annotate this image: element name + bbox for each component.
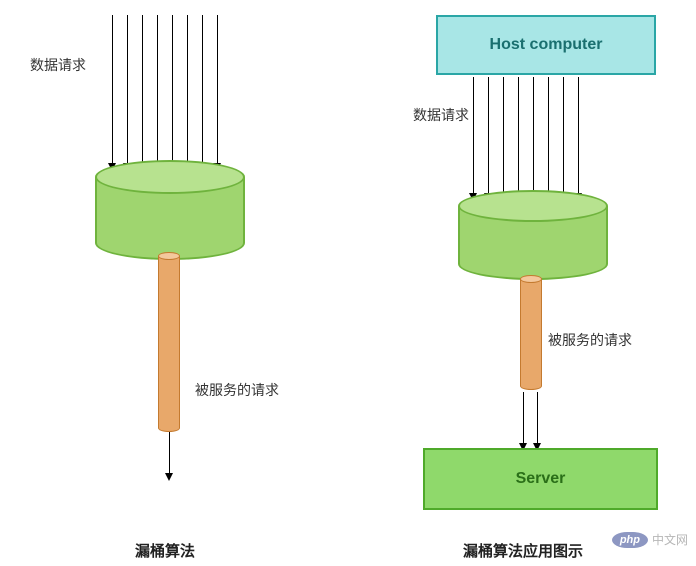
- diagram-right: Host computer 数据请求 被服务的请求 Server 漏桶算法应用图…: [348, 0, 696, 566]
- arrow-line: [112, 15, 113, 165]
- server-label: Server: [516, 470, 566, 488]
- watermark-text: 中文网: [652, 531, 688, 548]
- pipe-top: [520, 275, 542, 283]
- arrow-line: [537, 392, 538, 445]
- request-label-left: 数据请求: [30, 55, 86, 75]
- arrow-line: [518, 77, 519, 195]
- pipe-body: [158, 256, 180, 432]
- bucket-right: [458, 190, 608, 280]
- caption-right: 漏桶算法应用图示: [463, 540, 583, 561]
- server-box: Server: [423, 448, 658, 510]
- arrow-line: [142, 15, 143, 165]
- arrow-line: [503, 77, 504, 195]
- php-badge-icon: php: [612, 532, 648, 548]
- pipe-right: [520, 275, 542, 390]
- pipe-body: [520, 279, 542, 390]
- arrow-line: [578, 77, 579, 195]
- diagram-left: 数据请求 被服务的请求 漏桶算法: [0, 0, 348, 566]
- arrow-line: [533, 77, 534, 195]
- served-label-right: 被服务的请求: [548, 330, 632, 350]
- watermark: php 中文网: [612, 531, 688, 548]
- bucket-top: [458, 190, 608, 222]
- caption-left: 漏桶算法: [135, 540, 195, 561]
- arrow-line: [157, 15, 158, 165]
- arrow-head-icon: [165, 473, 173, 481]
- arrow-line: [563, 77, 564, 195]
- bucket-left: [95, 160, 245, 260]
- arrow-line: [488, 77, 489, 195]
- arrow-line: [187, 15, 188, 165]
- arrow-line: [172, 15, 173, 165]
- served-label-left: 被服务的请求: [195, 380, 279, 400]
- host-label: Host computer: [490, 36, 603, 54]
- arrow-line: [548, 77, 549, 195]
- host-computer-box: Host computer: [436, 15, 656, 75]
- request-label-right: 数据请求: [413, 105, 469, 125]
- arrow-line: [202, 15, 203, 165]
- arrow-line: [523, 392, 524, 445]
- bucket-top: [95, 160, 245, 194]
- arrow-line: [127, 15, 128, 165]
- arrow-line: [473, 77, 474, 195]
- pipe-left: [158, 252, 180, 432]
- pipe-top: [158, 252, 180, 260]
- arrow-line: [169, 432, 170, 475]
- arrow-line: [217, 15, 218, 165]
